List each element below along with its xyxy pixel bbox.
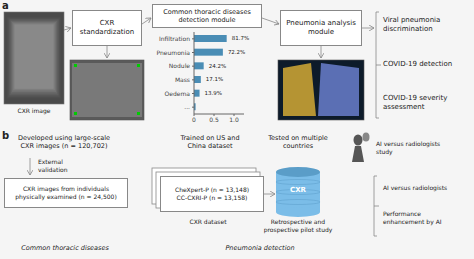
svg-text:13.9%: 13.9% — [205, 90, 222, 96]
html-text:Developed using large-scale CX: Developed using large-scale CXR images (… — [17, 134, 111, 151]
svg-text:Pneumonia: Pneumonia — [157, 49, 191, 56]
svg-text:81.7%: 81.7% — [232, 35, 249, 41]
html-text:a: a — [2, 0, 9, 11]
svg-text:24.2%: 24.2% — [209, 63, 226, 69]
html-text:Tested on multiple countries: Tested on multiple countries — [268, 134, 328, 151]
html-text:Common thoracic diseases detec: Common thoracic diseases detection modul… — [163, 7, 251, 24]
html-text:AI versus radiologists: AI versus radiologists — [383, 184, 448, 191]
svg-text:17.1%: 17.1% — [206, 76, 223, 82]
html-text:Trained on US and China datase: Trained on US and China dataset — [180, 134, 240, 151]
html-text:Pneumonia detection: Pneumonia detection — [225, 244, 295, 252]
svg-text:0: 0 — [192, 116, 196, 123]
svg-text:1.0: 1.0 — [229, 116, 239, 123]
html-text:Performance enhancement by AI: Performance enhancement by AI — [383, 210, 442, 225]
svg-text:Infiltration: Infiltration — [159, 35, 190, 42]
html-text:b: b — [2, 130, 10, 141]
html-text:Common thoracic diseases: Common thoracic diseases — [21, 244, 109, 252]
svg-text:Nodule: Nodule — [169, 62, 190, 69]
html-text:External validation: External validation — [38, 158, 68, 173]
html-text:CXR standardization: CXR standardization — [79, 18, 135, 36]
svg-text:...: ... — [184, 103, 190, 110]
html-text:Retrospective and prospective: Retrospective and prospective pilot stud… — [263, 218, 333, 233]
html-text:CheXpert-P (n = 13,148) CC-CXR: CheXpert-P (n = 13,148) CC-CXRI-P (n = 1… — [174, 186, 250, 201]
html-text:COVID-19 severity assessment: COVID-19 severity assessment — [383, 94, 448, 111]
html-text:Viral pneumonia discrimination: Viral pneumonia discrimination — [383, 16, 441, 33]
svg-text:0.5: 0.5 — [209, 116, 219, 123]
html-text:CXR image: CXR image — [17, 107, 51, 114]
svg-text:Oedema: Oedema — [165, 90, 191, 97]
html-text:CXR dataset: CXR dataset — [189, 218, 227, 225]
html-text:AI versus radiologists study: AI versus radiologists study — [376, 140, 441, 155]
html-text:CXR images from individuals ph: CXR images from individuals physically e… — [15, 185, 117, 200]
html-text:COVID-19 detection: COVID-19 detection — [383, 60, 453, 68]
svg-text:72.2%: 72.2% — [228, 49, 245, 55]
html-text:CXR: CXR — [290, 186, 306, 194]
html-text:Pneumonia analysis module: Pneumonia analysis module — [286, 18, 356, 36]
svg-text:Mass: Mass — [175, 76, 190, 83]
